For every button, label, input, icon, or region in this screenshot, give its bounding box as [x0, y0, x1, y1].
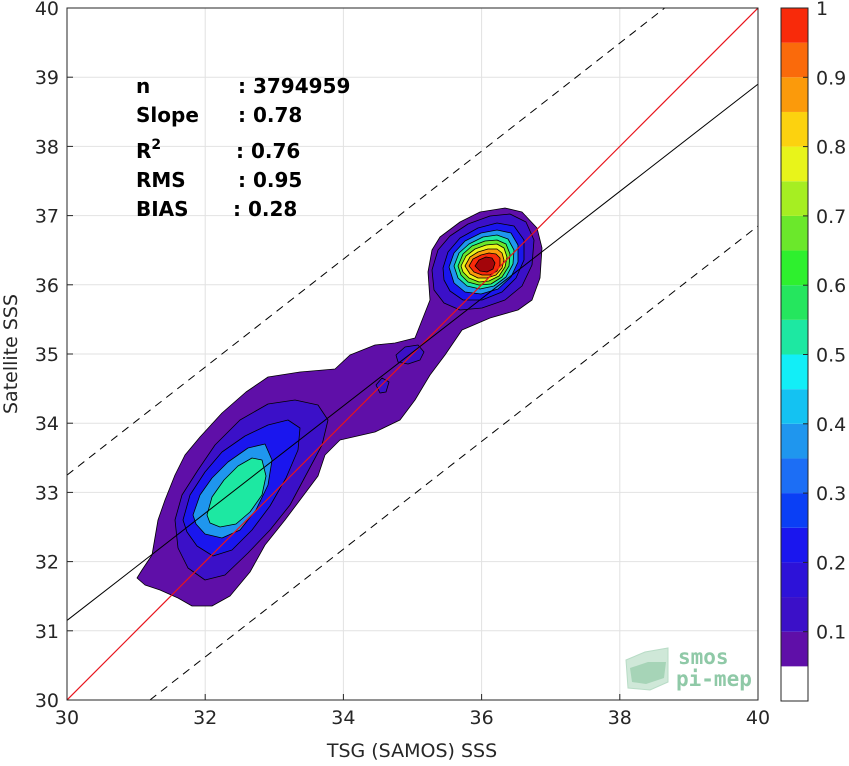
colorbar-segment: [781, 319, 808, 355]
contour-blob-small-2: [375, 377, 390, 394]
colorbar-segment: [781, 215, 808, 251]
logo-wave-icon-inner: [630, 662, 666, 684]
colorbar: 0.1 0.2 0.3 0.4 0.5 0.6 0.7 0.8 0.9 1: [780, 0, 846, 702]
colorbar-segment: [781, 42, 808, 78]
y-tick-label: 38: [35, 136, 59, 158]
colorbar-segment: [781, 666, 808, 701]
colorbar-tick-label: 0.5: [816, 345, 846, 367]
colorbar-segment: [781, 423, 808, 459]
colorbar-tick-label: 0.2: [816, 552, 846, 574]
colorbar-segment: [781, 285, 808, 320]
logo-text-line1: smos: [678, 645, 729, 669]
stat-r2-label: R2: [136, 137, 161, 163]
axis-ticks: 30 32 34 36 38 40 30 31 32 33 34 35 36 37 38 39 40: [35, 0, 770, 729]
contour-level-0.40-left: [206, 457, 267, 528]
colorbar-segment: [781, 527, 808, 563]
colorbar-tick-label: 0.1: [816, 622, 846, 644]
y-tick-label: 37: [35, 206, 59, 228]
regression-line: [67, 83, 758, 621]
colorbar-segment: [781, 111, 808, 147]
x-tick-label: 40: [746, 707, 770, 729]
colorbar-segment: [781, 631, 808, 667]
stat-n-value: : 3794959: [238, 74, 350, 98]
x-tick-label: 30: [55, 707, 79, 729]
y-tick-label: 34: [35, 413, 59, 435]
y-axis-label: Satellite SSS: [0, 294, 22, 414]
identity-line: [67, 8, 758, 700]
x-tick-label: 38: [608, 707, 632, 729]
reference-lines: [67, 8, 758, 700]
colorbar-tick-label: 0.8: [816, 137, 846, 159]
x-tick-label: 32: [193, 707, 217, 729]
y-tick-label: 33: [35, 482, 59, 504]
colorbar-segment: [781, 597, 808, 632]
y-tick-label: 32: [35, 552, 59, 574]
stat-r2-base: R: [136, 139, 151, 163]
x-axis-label: TSG (SAMOS) SSS: [326, 740, 497, 762]
colorbar-tick-label: 0.9: [816, 67, 846, 89]
stat-bias-value: : 0.28: [233, 197, 297, 221]
y-tick-label: 36: [35, 275, 59, 297]
stat-rms-label: RMS: [136, 168, 186, 192]
colorbar-tick-label: 0.7: [816, 206, 846, 228]
y-tick-label: 39: [35, 67, 59, 89]
rms-band-line-2: [149, 225, 758, 700]
colorbar-segment: [781, 493, 808, 528]
colorbar-segment: [781, 8, 808, 43]
colorbar-tick-label: 0.4: [816, 414, 846, 436]
x-tick-label: 34: [331, 707, 355, 729]
stat-n-label: n: [136, 74, 150, 98]
y-tick-label: 35: [35, 344, 59, 366]
stat-slope-label: Slope: [136, 103, 199, 127]
y-tick-label: 31: [35, 621, 59, 643]
colorbar-segment: [781, 77, 808, 112]
smos-pi-mep-logo: smos pi-mep: [625, 645, 752, 691]
density-contours: [136, 207, 543, 607]
colorbar-segment: [781, 354, 808, 390]
stat-r2-value: : 0.76: [236, 139, 300, 163]
colorbar-tick-label: 1: [816, 0, 828, 20]
colorbar-segment: [781, 458, 808, 494]
stat-slope-value: : 0.78: [238, 103, 302, 127]
logo-text-line2: pi-mep: [676, 667, 752, 691]
colorbar-segment: [781, 146, 808, 182]
colorbar-segment: [781, 250, 808, 286]
stat-bias-label: BIAS: [136, 197, 189, 221]
stat-rms-value: : 0.95: [238, 168, 302, 192]
x-tick-label: 36: [470, 707, 494, 729]
stats-annotation: n : 3794959 Slope : 0.78 R2 : 0.76 RMS :…: [136, 74, 350, 221]
contour-level-0.90-upper: [474, 256, 496, 273]
rms-band-line-1: [67, 8, 666, 476]
colorbar-segment: [781, 562, 808, 598]
colorbar-tick-label: 0.3: [816, 483, 846, 505]
y-tick-label: 30: [35, 690, 59, 712]
y-tick-label: 40: [35, 0, 59, 20]
colorbar-segment: [781, 181, 808, 216]
colorbar-segment: [781, 389, 808, 424]
stat-r2-sup: 2: [151, 137, 161, 153]
colorbar-tick-label: 0.6: [816, 275, 846, 297]
